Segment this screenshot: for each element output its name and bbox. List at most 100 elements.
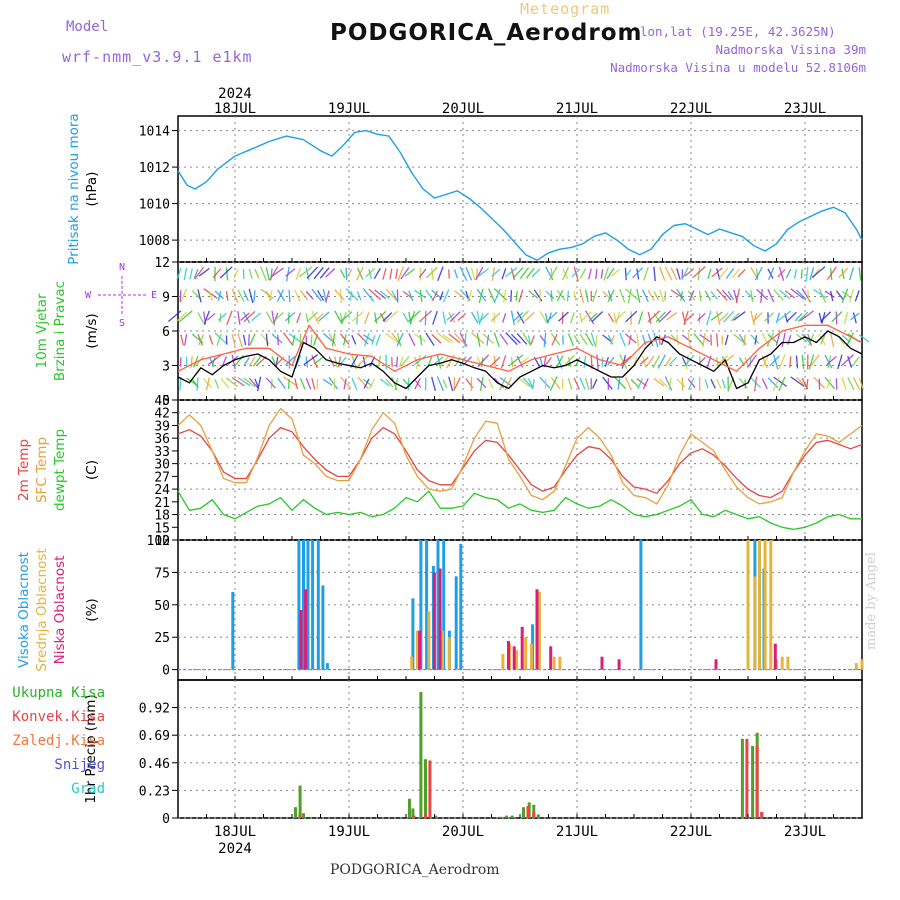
wind-arrow bbox=[847, 377, 855, 391]
wind-arrow bbox=[418, 268, 427, 279]
series-line-temp-1 bbox=[177, 407, 863, 505]
wind-arrow bbox=[260, 333, 271, 345]
wind-arrow bbox=[778, 289, 791, 300]
wind-arrow bbox=[548, 266, 558, 281]
wind-arrow bbox=[826, 356, 837, 366]
model-name: wrf-nmm_v3.9.1 e1km bbox=[62, 48, 253, 66]
wind-arrow bbox=[544, 357, 552, 366]
wind-arrow bbox=[212, 268, 222, 279]
precip-legend-0: Ukupna Kisa bbox=[12, 685, 105, 701]
wind-arrow bbox=[722, 310, 735, 323]
wind-arrow bbox=[334, 356, 338, 368]
wind-arrow bbox=[225, 291, 229, 301]
wind-arrow bbox=[503, 289, 507, 303]
wind-arrow bbox=[653, 266, 656, 282]
wind-arrow bbox=[659, 289, 665, 303]
wind-arrow bbox=[543, 332, 547, 348]
wind-arrow bbox=[271, 310, 275, 326]
wind-arrow bbox=[588, 312, 598, 322]
wind-arrow bbox=[706, 310, 712, 326]
wind-arrow bbox=[288, 289, 291, 303]
wind-arrow bbox=[754, 266, 763, 281]
wind-arrow bbox=[322, 378, 333, 386]
panel-frames bbox=[177, 115, 863, 819]
wind-arrow bbox=[768, 267, 775, 280]
wind-arrow bbox=[198, 267, 210, 277]
wind-arrow bbox=[442, 334, 454, 343]
wind-arrow bbox=[404, 268, 415, 277]
wind-arrow bbox=[716, 288, 728, 301]
wind-arrow bbox=[364, 311, 370, 324]
wind-arrow bbox=[737, 268, 746, 278]
wind-arrow bbox=[402, 312, 410, 323]
wind-arrow bbox=[579, 268, 587, 279]
credit-watermark: made by Angel bbox=[864, 552, 879, 650]
bar-cloud-2-10 bbox=[600, 656, 604, 670]
wind-arrow bbox=[248, 356, 256, 367]
wind-arrow bbox=[653, 291, 660, 301]
wind-arrow bbox=[419, 334, 423, 346]
wind-arrow bbox=[710, 311, 723, 321]
wind-arrow bbox=[425, 289, 435, 302]
wind-arrow bbox=[351, 377, 358, 391]
wind-arrow bbox=[628, 334, 632, 346]
wind-arrow bbox=[858, 377, 865, 391]
wind-arrow bbox=[550, 377, 561, 390]
wind-arrow bbox=[287, 379, 290, 389]
wind-arrow bbox=[449, 311, 461, 323]
wind-arrow bbox=[277, 377, 286, 389]
wind-arrow bbox=[318, 311, 330, 322]
bar-cloud-2-1 bbox=[304, 589, 308, 670]
wind-arrow bbox=[698, 290, 702, 302]
wind-arrow bbox=[670, 267, 678, 281]
wind-arrow bbox=[305, 377, 312, 390]
wind-arrow bbox=[333, 378, 336, 390]
wind-arrow bbox=[697, 267, 701, 281]
bar-cloud-2-13 bbox=[773, 643, 777, 670]
wind-arrow bbox=[470, 267, 476, 281]
wind-arrow bbox=[475, 266, 484, 281]
wind-arrow bbox=[533, 289, 543, 302]
wind-arrow bbox=[285, 268, 296, 277]
bar-cloud-0-15 bbox=[454, 576, 458, 670]
wind-arrow bbox=[431, 376, 437, 392]
wind-arrow bbox=[579, 333, 588, 346]
wind-arrow bbox=[334, 289, 345, 301]
wind-arrow bbox=[260, 266, 267, 282]
ytick-label-wind-1: 3 bbox=[162, 360, 170, 375]
day-label-top-2: 20JUL bbox=[442, 101, 484, 117]
wind-arrow bbox=[396, 332, 404, 347]
wind-arrow bbox=[657, 354, 666, 369]
bar-precip-0-14 bbox=[532, 804, 536, 818]
precip-legend-4: Grad bbox=[71, 781, 105, 797]
wind-arrow bbox=[305, 290, 314, 300]
wind-arrow bbox=[716, 378, 722, 389]
wind-arrow bbox=[499, 333, 509, 345]
wind-arrow bbox=[738, 377, 748, 389]
wind-arrow bbox=[824, 376, 836, 390]
panel-label-temperature-0: 2m Temp bbox=[16, 439, 32, 501]
wind-arrow bbox=[727, 290, 735, 301]
wind-arrow bbox=[243, 357, 250, 367]
wind-arrow bbox=[477, 354, 490, 368]
wind-arrow bbox=[688, 377, 695, 390]
panel-frame-precip bbox=[177, 679, 863, 819]
wind-arrow bbox=[400, 356, 410, 367]
wind-arrow bbox=[176, 267, 182, 281]
wind-arrow bbox=[655, 311, 666, 323]
wind-arrow bbox=[575, 356, 581, 367]
bar-cloud-1-22 bbox=[860, 659, 864, 670]
wind-arrow bbox=[658, 310, 672, 323]
wind-arrow bbox=[299, 378, 306, 390]
ytick-label-precip-0: 0 bbox=[162, 812, 170, 827]
bar-precip-0-15 bbox=[536, 814, 540, 818]
wind-arrow bbox=[778, 376, 786, 391]
wind-arrow bbox=[676, 288, 686, 303]
wind-arrow bbox=[562, 335, 564, 345]
wind-arrow bbox=[436, 376, 444, 392]
wind-arrow bbox=[773, 354, 779, 370]
bar-precip-0-9 bbox=[499, 816, 503, 818]
wind-arrow bbox=[425, 332, 435, 347]
wind-arrow bbox=[579, 288, 585, 304]
